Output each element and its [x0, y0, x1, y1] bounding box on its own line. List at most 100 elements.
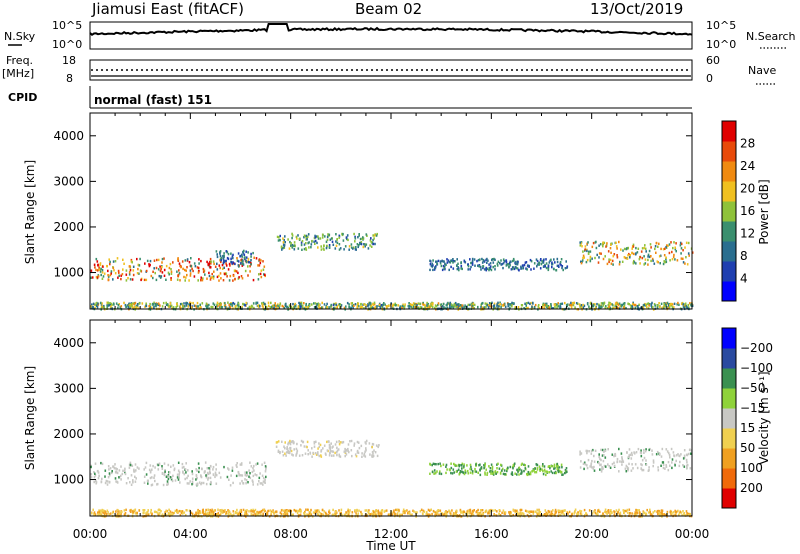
- echo-cell: [491, 472, 494, 475]
- echo-cell: [483, 466, 485, 470]
- echo-cell: [549, 513, 551, 517]
- echo-cell: [355, 248, 357, 251]
- echo-cell: [436, 260, 438, 263]
- echo-cell: [317, 237, 320, 240]
- echo-cell: [364, 455, 367, 458]
- echo-cell: [101, 462, 104, 466]
- echo-cell: [326, 449, 329, 452]
- echo-cell: [554, 467, 556, 470]
- echo-cell: [536, 265, 538, 268]
- echo-cell: [665, 464, 667, 467]
- echo-cell: [615, 304, 617, 307]
- echo-cell: [377, 509, 380, 512]
- echo-cell: [435, 265, 437, 268]
- echo-cell: [180, 265, 182, 269]
- echo-cell: [167, 475, 169, 478]
- echo-cell: [541, 260, 543, 263]
- echo-cell: [107, 465, 110, 468]
- echo-cell: [682, 457, 685, 460]
- echo-cell: [261, 302, 263, 305]
- echo-cell: [667, 460, 670, 464]
- echo-cell: [367, 303, 369, 306]
- echo-cell: [463, 472, 466, 476]
- echo-cell: [374, 451, 377, 454]
- echo-cell: [518, 466, 521, 469]
- echo-cell: [450, 471, 452, 475]
- echo-cell: [606, 307, 609, 310]
- echo-cell: [328, 246, 331, 249]
- time-tick-label: 20:00: [574, 527, 609, 541]
- echo-cell: [677, 453, 679, 456]
- echo-cell: [527, 306, 529, 310]
- echo-cell: [512, 508, 515, 511]
- echo-cell: [173, 511, 175, 515]
- echo-cell: [216, 301, 219, 304]
- echo-cell: [635, 508, 637, 512]
- echo-cell: [194, 265, 197, 268]
- echo-cell: [633, 451, 635, 454]
- echo-cell: [148, 468, 151, 472]
- echo-cell: [636, 466, 639, 470]
- echo-cell: [145, 269, 148, 273]
- echo-cell: [188, 279, 190, 282]
- echo-cell: [559, 261, 562, 264]
- echo-cell: [429, 259, 431, 262]
- echo-cell: [663, 254, 666, 257]
- echo-cell: [610, 509, 612, 512]
- echo-cell: [528, 472, 531, 476]
- echo-cell: [412, 304, 415, 308]
- echo-cell: [284, 509, 287, 512]
- echo-cell: [213, 513, 215, 517]
- echo-cell: [172, 464, 175, 467]
- echo-cell: [450, 513, 452, 516]
- echo-cell: [534, 303, 537, 307]
- echo-cell: [291, 236, 293, 240]
- echo-cell: [252, 474, 255, 478]
- echo-cell: [279, 451, 281, 455]
- echo-cell: [486, 304, 489, 307]
- echo-cell: [465, 511, 467, 515]
- echo-cell: [431, 305, 434, 309]
- echo-cell: [689, 512, 691, 516]
- echo-cell: [629, 453, 632, 456]
- echo-cell: [663, 260, 665, 263]
- echo-cell: [475, 463, 477, 466]
- echo-cell: [374, 306, 377, 309]
- echo-cell: [102, 265, 104, 268]
- echo-cell: [167, 463, 170, 467]
- echo-cell: [97, 264, 99, 267]
- echo-cell: [283, 238, 285, 242]
- echo-cell: [667, 451, 670, 455]
- echo-cell: [226, 275, 228, 278]
- echo-cell: [293, 244, 295, 247]
- echo-cell: [245, 479, 248, 482]
- echo-cell: [161, 513, 164, 516]
- echo-cell: [653, 262, 656, 265]
- echo-cell: [651, 301, 653, 305]
- echo-cell: [197, 508, 199, 512]
- echo-cell: [637, 307, 640, 310]
- echo-cell: [401, 307, 403, 310]
- echo-cell: [335, 514, 337, 517]
- echo-cell: [686, 453, 689, 457]
- echo-cell: [97, 471, 100, 474]
- echo-cell: [368, 442, 371, 445]
- echo-cell: [466, 469, 469, 473]
- echo-cell: [330, 237, 333, 240]
- echo-cell: [277, 450, 280, 453]
- echo-cell: [600, 458, 602, 462]
- echo-cell: [471, 263, 474, 266]
- echo-cell: [472, 514, 475, 517]
- echo-cell: [419, 306, 422, 309]
- echo-cell: [479, 473, 482, 477]
- echo-cell: [674, 246, 676, 249]
- echo-cell: [408, 511, 410, 515]
- echo-cell: [107, 275, 110, 278]
- echo-cell: [145, 512, 147, 515]
- echo-cell: [310, 513, 313, 516]
- echo-cell: [264, 465, 267, 468]
- echo-cell: [554, 508, 557, 512]
- echo-cell: [598, 252, 601, 255]
- echo-cell: [248, 510, 250, 513]
- nsky-label: N.Sky: [4, 30, 36, 43]
